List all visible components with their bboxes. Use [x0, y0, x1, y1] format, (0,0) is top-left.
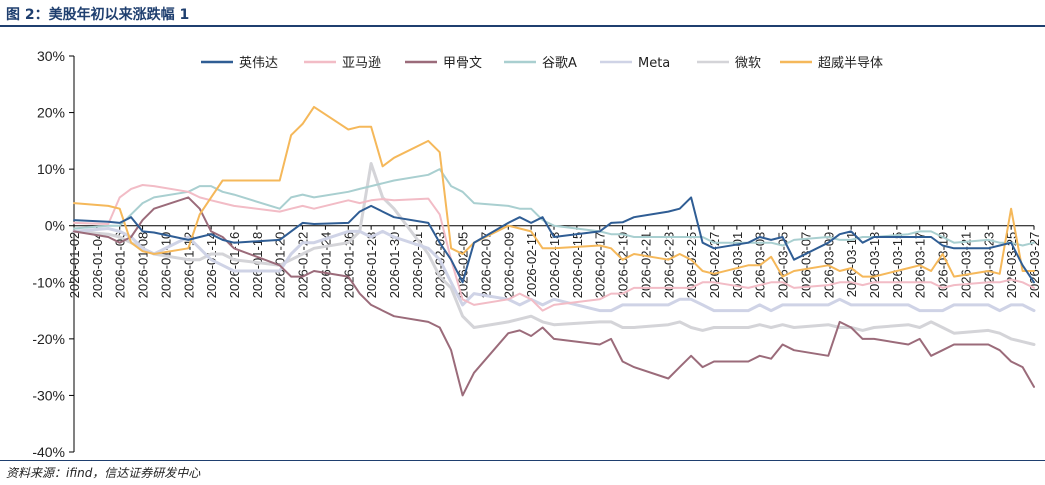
x-tick-label: 2026-02-27: [707, 232, 722, 299]
legend-label: 甲骨文: [443, 56, 482, 71]
source-note: 资料来源：ifind，信达证券研发中心: [6, 466, 201, 480]
legend-label: 超威半导体: [818, 56, 883, 71]
x-tick-label: 2026-02-05: [456, 232, 471, 298]
y-axis: 30% 20% 10% 0% -10% -20% -30% -40%: [32, 48, 75, 460]
x-tick-label: 2026-01-22: [296, 232, 311, 299]
x-tick-label: 2026-01-02: [67, 232, 82, 299]
y-tick-label: 0%: [45, 218, 65, 234]
x-tick-label: 2026-02-09: [501, 232, 516, 299]
x-tick-label: 2026-02-19: [616, 232, 631, 299]
x-tick-label: 2026-01-30: [387, 232, 402, 299]
series-line-6: [73, 105, 1035, 278]
x-tick-label: 2026-01-06: [113, 232, 128, 299]
title-divider: [0, 25, 1045, 27]
legend-label: Meta: [638, 56, 670, 71]
x-tick-label: 2026-02-17: [593, 232, 608, 299]
series-line-2: [73, 196, 1035, 397]
x-tick-label: 2026-03-25: [1004, 232, 1019, 299]
x-tick-label: 2026-03-15: [890, 232, 905, 299]
source-divider: [0, 460, 1045, 461]
x-tick-label: 2026-02-01: [410, 232, 425, 299]
x-tick-label: 2026-02-25: [684, 232, 699, 299]
series-line-0: [73, 196, 1035, 284]
legend-label: 英伟达: [239, 56, 278, 71]
series-line-1: [73, 184, 1035, 312]
x-tick-label: 2026-02-21: [638, 232, 653, 299]
figure-title: 图 2：美股年初以来涨跌幅 1: [6, 7, 190, 23]
x-tick-label: 2026-03-01: [730, 232, 745, 299]
x-tick-label: 2026-02-23: [661, 232, 676, 299]
y-tick-label: -40%: [32, 444, 65, 460]
x-tick-label: 2026-03-07: [798, 232, 813, 299]
y-tick-label: 30%: [37, 48, 65, 64]
y-tick-label: -10%: [32, 274, 65, 290]
x-tick-label: 2026-03-19: [936, 232, 951, 299]
x-tick-label: 2026-02-15: [570, 232, 585, 299]
legend-label: 微软: [735, 56, 761, 71]
y-tick-label: 20%: [37, 105, 65, 121]
series-line-4: [72, 227, 1036, 313]
legend-label: 亚马逊: [342, 56, 381, 71]
x-tick-label: 2026-02-07: [478, 232, 493, 298]
x-tick-label: 2026-03-27: [1027, 232, 1042, 299]
y-tick-label: 10%: [37, 161, 65, 177]
x-tick-label: 2026-03-13: [867, 232, 882, 299]
series-lines: [72, 105, 1036, 397]
x-tick-label: 2026-01-18: [250, 232, 265, 299]
legend-label: 谷歌A: [542, 56, 577, 71]
x-tick-label: 2026-01-28: [364, 232, 379, 299]
line-chart: 30% 20% 10% 0% -10% -20% -30% -40% 2026-01-02 20…: [32, 48, 1042, 460]
chart-legend: 英伟达 亚马逊 甲骨文 谷歌A Meta 微软 超威半导体: [201, 56, 883, 71]
x-tick-label: 2026-03-11: [844, 232, 859, 298]
y-tick-label: -20%: [32, 331, 65, 347]
x-tick-label: 2026-01-10: [158, 232, 173, 299]
y-tick-label: -30%: [32, 387, 65, 403]
x-tick-label: 2026-02-13: [547, 232, 562, 299]
x-tick-label: 2026-01-04: [90, 232, 105, 299]
x-tick-label: 2026-01-16: [227, 232, 242, 299]
series-line-5: [72, 162, 1036, 346]
x-tick-label: 2026-02-11: [524, 232, 539, 298]
x-tick-label: 2026-01-14: [204, 232, 219, 299]
